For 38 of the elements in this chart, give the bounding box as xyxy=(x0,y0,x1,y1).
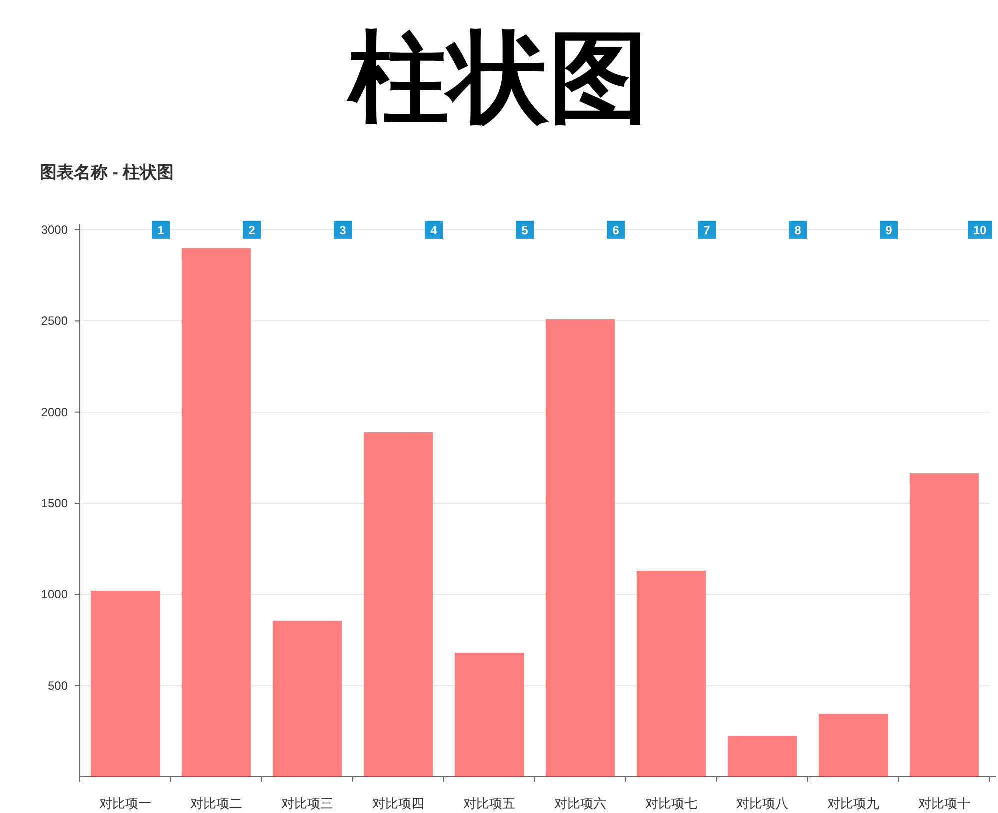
annotation: 10 xyxy=(973,224,987,238)
chart-subtitle: 图表名称 - 柱状图 xyxy=(40,163,174,182)
x-tick-label: 对比项一 xyxy=(100,796,152,811)
y-tick-label: 2500 xyxy=(41,314,68,328)
x-tick-label: 对比项八 xyxy=(736,796,788,811)
annotation: 5 xyxy=(522,224,529,238)
bar xyxy=(454,653,524,777)
bar xyxy=(182,248,252,777)
x-tick-label: 对比项四 xyxy=(372,796,424,811)
y-tick-label: 2000 xyxy=(41,405,68,420)
bar xyxy=(818,714,888,777)
y-tick-label: 500 xyxy=(48,678,68,693)
x-tick-label: 对比项七 xyxy=(646,796,698,811)
annotation: 7 xyxy=(704,224,711,238)
x-tick-label: 对比项九 xyxy=(828,796,880,811)
bar xyxy=(272,621,342,777)
y-tick-label: 1500 xyxy=(41,496,68,510)
bar xyxy=(636,570,706,777)
y-tick-label: 3000 xyxy=(41,223,68,237)
annotation: 1 xyxy=(158,224,165,238)
annotation: 6 xyxy=(612,224,620,238)
annotation: 3 xyxy=(340,224,347,238)
annotation: 4 xyxy=(430,224,438,238)
chart-title: 柱状图 xyxy=(346,22,649,134)
bar xyxy=(910,473,980,777)
bar xyxy=(546,319,616,777)
y-tick-label: 1000 xyxy=(41,588,68,602)
bar xyxy=(364,432,434,777)
x-tick-label: 对比项六 xyxy=(554,796,606,811)
x-tick-label: 对比项二 xyxy=(190,796,242,811)
annotation: 2 xyxy=(248,224,256,238)
x-tick-label: 对比项三 xyxy=(282,796,334,811)
bar xyxy=(728,736,798,777)
x-tick-label: 对比项十 xyxy=(918,796,970,811)
annotation: 9 xyxy=(886,224,893,238)
bar xyxy=(90,591,160,777)
annotation: 8 xyxy=(794,224,802,238)
x-tick-label: 对比项五 xyxy=(464,796,516,811)
